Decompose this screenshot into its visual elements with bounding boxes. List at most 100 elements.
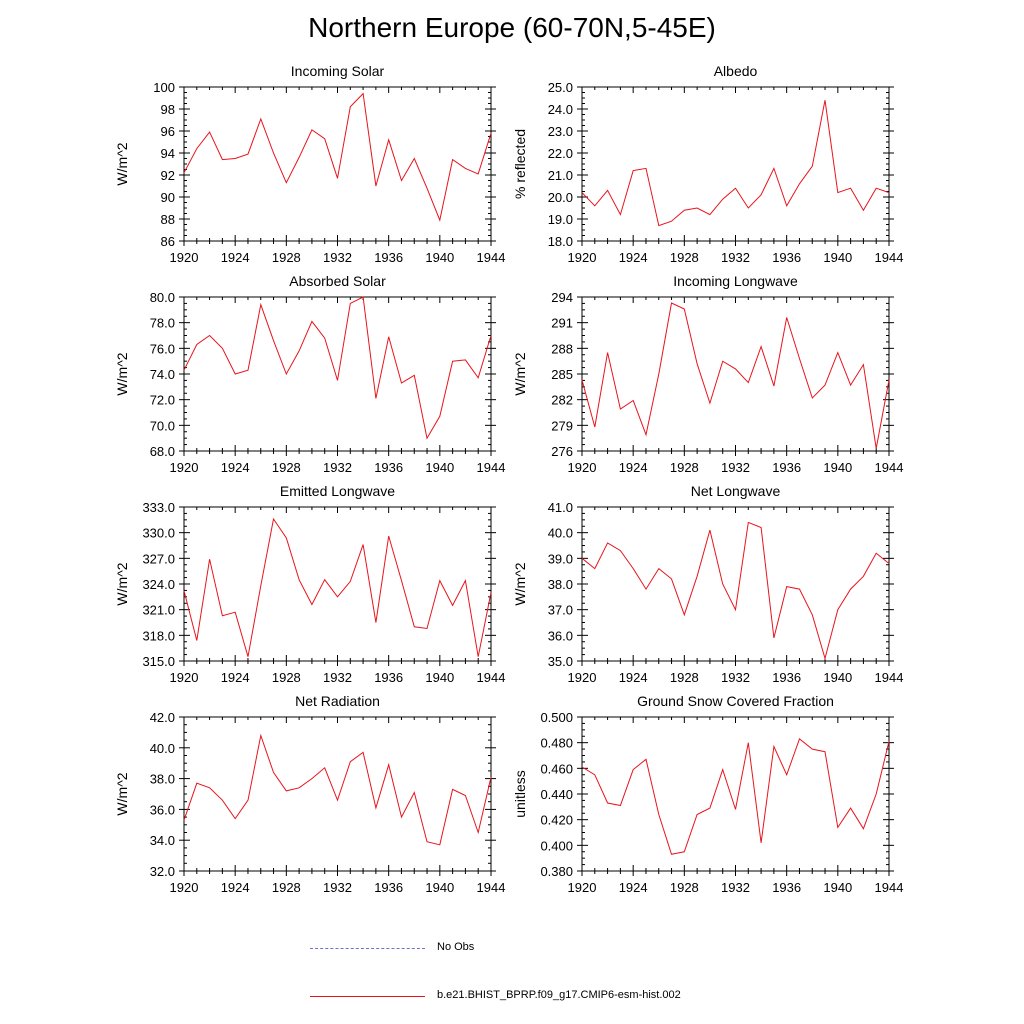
- series-line-model: [183, 92, 492, 222]
- plot-frame: [183, 296, 492, 452]
- y-tick-label: 90: [161, 190, 175, 205]
- panel-title: Absorbed Solar: [289, 273, 386, 289]
- x-tick-label: 1944: [477, 250, 506, 265]
- y-axis-label: W/m^2: [512, 562, 528, 605]
- x-tick-label: 1924: [221, 460, 250, 475]
- chart-panel-3: Absorbed Solar W/m^2 1920 1924 1928 1932 1936 1…: [114, 273, 505, 475]
- chart-panel-8: Ground Snow Covered Fraction unitless 1920…: [512, 693, 903, 895]
- panel-title: Ground Snow Covered Fraction: [637, 693, 834, 709]
- x-tick-label: 1924: [221, 250, 250, 265]
- x-tick-label: 1924: [221, 880, 250, 895]
- plot-frame: [581, 506, 890, 662]
- y-tick-label: 327.0: [142, 551, 175, 566]
- y-tick-label: 41.0: [548, 500, 573, 515]
- y-tick-label: 39.0: [548, 551, 573, 566]
- y-tick-label: 35.0: [548, 654, 573, 669]
- x-tick-label: 1940: [425, 460, 454, 475]
- x-tick-label: 1924: [221, 670, 250, 685]
- x-tick-label: 1928: [670, 460, 699, 475]
- y-tick-label: 288: [551, 341, 573, 356]
- x-tick-label: 1940: [425, 250, 454, 265]
- x-tick-label: 1924: [619, 250, 648, 265]
- y-tick-label: 94: [161, 146, 175, 161]
- chart-panel-7: Net Radiation W/m^2 1920 1924 1928 1932 1936 19…: [114, 693, 505, 895]
- y-axis-label: W/m^2: [114, 352, 130, 395]
- chart-panel-6: Net Longwave W/m^2 1920 1924 1928 1932 1936 194…: [512, 483, 903, 685]
- y-tick-label: 330.0: [142, 526, 175, 541]
- x-tick-label: 1944: [477, 460, 506, 475]
- x-tick-label: 1944: [875, 670, 904, 685]
- x-tick-label: 1932: [323, 880, 352, 895]
- legend-obs-swatch: [310, 948, 425, 949]
- y-tick-label: 36.0: [548, 628, 573, 643]
- x-tick-label: 1928: [272, 670, 301, 685]
- y-tick-label: 80.0: [150, 290, 175, 305]
- x-tick-label: 1928: [670, 250, 699, 265]
- y-tick-label: 22.0: [548, 146, 573, 161]
- y-tick-label: 40.0: [548, 526, 573, 541]
- legend-obs-label: No Obs: [437, 941, 475, 953]
- x-tick-label: 1928: [272, 250, 301, 265]
- chart-panel-5: Emitted Longwave W/m^2 1920 1924 1928 1932 193…: [114, 483, 505, 685]
- x-tick-label: 1920: [170, 880, 199, 895]
- y-tick-label: 38.0: [150, 772, 175, 787]
- x-tick-label: 1920: [568, 250, 597, 265]
- y-tick-label: 315.0: [142, 654, 175, 669]
- y-tick-label: 70.0: [150, 418, 175, 433]
- x-tick-label: 1944: [477, 880, 506, 895]
- x-tick-label: 1944: [477, 670, 506, 685]
- legend-item-model: b.e21.BHIST_BPRP.f09_g17.CMIP6-esm-hist.…: [310, 988, 810, 1004]
- series-line-model: [183, 733, 492, 846]
- legend-model-label: b.e21.BHIST_BPRP.f09_g17.CMIP6-esm-hist.…: [437, 989, 681, 1001]
- y-tick-label: 76.0: [150, 341, 175, 356]
- plot-frame: [581, 86, 890, 242]
- x-tick-label: 1936: [374, 460, 403, 475]
- y-axis-label: W/m^2: [114, 772, 130, 815]
- y-tick-label: 19.0: [548, 212, 573, 227]
- y-axis-label: W/m^2: [114, 142, 130, 185]
- y-tick-label: 98: [161, 102, 175, 117]
- legend-item-obs: No Obs: [310, 940, 810, 956]
- y-tick-label: 72.0: [150, 393, 175, 408]
- y-tick-label: 37.0: [548, 603, 573, 618]
- y-tick-label: 0.440: [540, 787, 573, 802]
- x-tick-label: 1928: [670, 670, 699, 685]
- x-tick-label: 1944: [875, 880, 904, 895]
- x-tick-label: 1936: [772, 460, 801, 475]
- y-tick-label: 100: [153, 80, 175, 95]
- y-axis-label: W/m^2: [114, 562, 130, 605]
- x-tick-label: 1924: [619, 670, 648, 685]
- x-tick-label: 1924: [619, 460, 648, 475]
- plot-frame: [581, 296, 890, 452]
- series-line-model: [581, 302, 890, 449]
- y-tick-label: 333.0: [142, 500, 175, 515]
- x-tick-label: 1944: [875, 460, 904, 475]
- series-line-model: [581, 737, 890, 855]
- x-tick-label: 1924: [619, 880, 648, 895]
- x-tick-label: 1936: [374, 670, 403, 685]
- panel-title: Incoming Solar: [291, 63, 385, 79]
- x-tick-label: 1932: [721, 670, 750, 685]
- y-tick-label: 36.0: [150, 802, 175, 817]
- y-tick-label: 38.0: [548, 577, 573, 592]
- y-tick-label: 282: [551, 393, 573, 408]
- y-tick-label: 285: [551, 367, 573, 382]
- x-tick-label: 1936: [374, 880, 403, 895]
- plot-frame: [581, 716, 890, 872]
- x-tick-label: 1928: [272, 460, 301, 475]
- x-tick-label: 1944: [875, 250, 904, 265]
- panel-title: Albedo: [714, 63, 758, 79]
- panel-title: Net Radiation: [295, 693, 380, 709]
- y-axis-label: unitless: [512, 770, 528, 817]
- figure-title: Northern Europe (60-70N,5-45E): [308, 12, 716, 43]
- y-tick-label: 92: [161, 168, 175, 183]
- y-tick-label: 21.0: [548, 168, 573, 183]
- x-tick-label: 1940: [823, 250, 852, 265]
- x-tick-label: 1920: [170, 250, 199, 265]
- x-tick-label: 1928: [272, 880, 301, 895]
- x-tick-label: 1920: [568, 880, 597, 895]
- y-tick-label: 40.0: [150, 741, 175, 756]
- x-tick-label: 1932: [721, 460, 750, 475]
- y-tick-label: 0.480: [540, 736, 573, 751]
- x-tick-label: 1928: [670, 880, 699, 895]
